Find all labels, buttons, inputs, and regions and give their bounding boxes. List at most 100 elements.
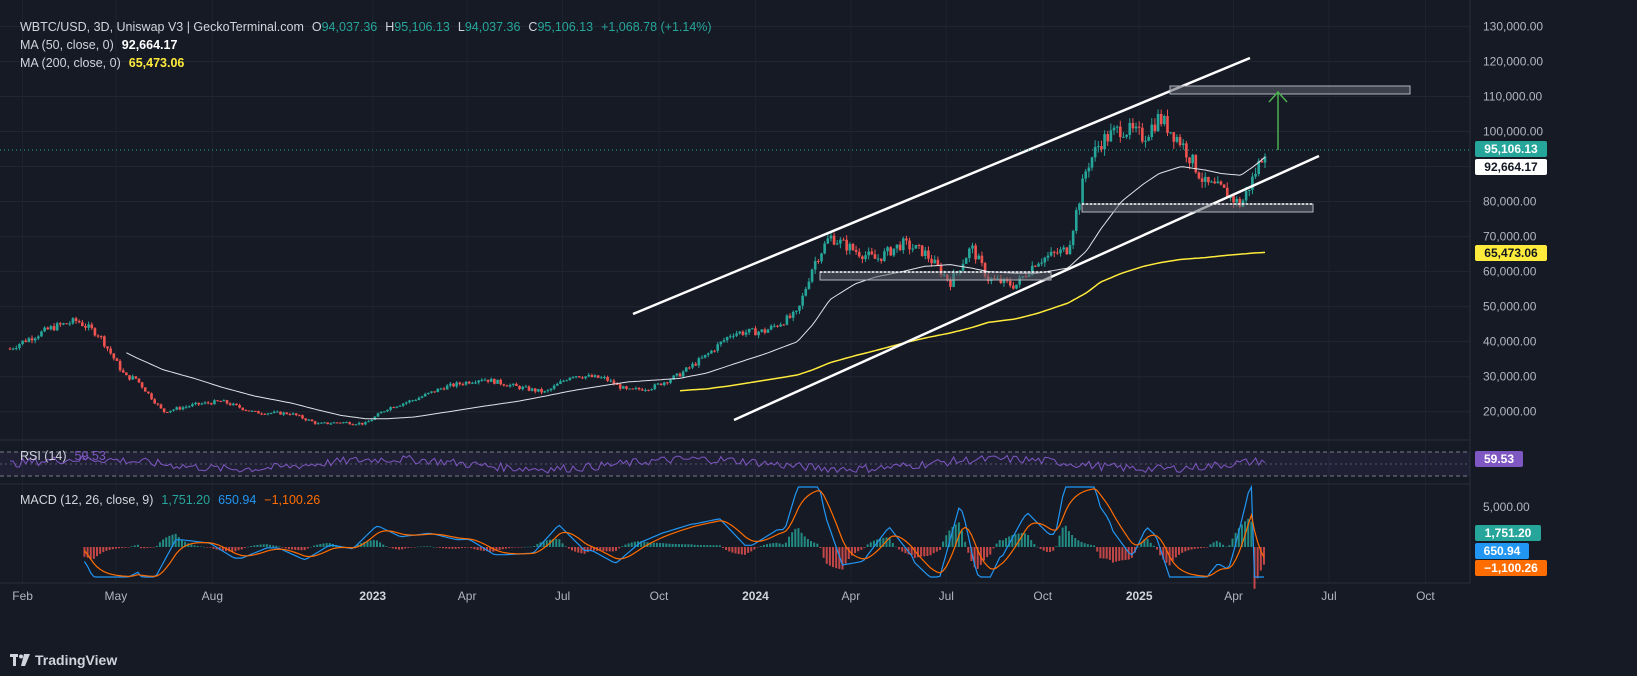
macd-hist-bar — [1250, 521, 1253, 547]
candle-body — [568, 377, 572, 381]
candle-body — [379, 412, 383, 414]
price-axis[interactable]: 130,000.00 120,000.00 110,000.00 100,000.00… — [1483, 19, 1543, 418]
candle-body — [644, 389, 647, 391]
candle-body — [480, 379, 484, 381]
rsi-value: 59.53 — [74, 449, 106, 463]
price-tick-label: 120,000.00 — [1483, 54, 1543, 68]
time-axis[interactable]: Feb May Aug 2023 Apr Jul Oct 2024 Apr Jul Oct 2025 A… — [12, 589, 1435, 603]
macd-hist-value: 1,751.20 — [161, 493, 211, 507]
macd-hist-bar — [983, 547, 986, 561]
target-zone-box[interactable] — [1169, 85, 1411, 95]
macd-hist-bar — [388, 547, 391, 548]
macd-hist-bar — [753, 547, 756, 550]
candle-body — [1046, 255, 1050, 258]
macd-hist-bar — [665, 543, 668, 547]
macd-hist-bar — [926, 547, 929, 556]
macd-legend[interactable]: MACD (12, 26, close, 9) 1,751.20 650.94 −1,… — [20, 493, 320, 507]
macd-hist-bar — [618, 547, 621, 549]
candle-body — [493, 378, 496, 384]
candle-body — [348, 422, 351, 425]
macd-hist-bar — [322, 543, 325, 547]
chart-area[interactable]: 130,000.00 120,000.00 110,000.00 100,000.00… — [0, 0, 1637, 640]
macd-hist-bar — [989, 547, 992, 555]
channel-drawings[interactable] — [632, 56, 1411, 422]
candle-body — [1112, 127, 1116, 131]
candle-body — [807, 281, 811, 289]
candle-body — [964, 258, 968, 264]
candle-body — [1216, 181, 1220, 184]
macd-hist-bar — [451, 547, 454, 549]
candle-body — [606, 376, 609, 381]
candle-body — [310, 419, 314, 422]
macd-hist-bar — [1178, 547, 1181, 555]
macd-hist-bar — [879, 538, 882, 547]
candle-body — [590, 375, 594, 378]
macd-hist-bar — [599, 547, 602, 552]
macd-hist-bar — [99, 547, 102, 554]
macd-hist-bar — [1137, 546, 1140, 548]
macd-hist-bar — [784, 542, 787, 547]
macd-hist-bar — [1203, 547, 1206, 548]
chart-svg[interactable]: 130,000.00 120,000.00 110,000.00 100,000.00… — [0, 0, 1637, 640]
support-zone-box[interactable] — [1081, 203, 1314, 213]
candle-body — [24, 340, 28, 343]
symbol-label[interactable]: WBTC/USD, 3D, Uniswap V3 | GeckoTerminal… — [20, 20, 304, 34]
macd-hist-bar — [781, 544, 784, 547]
candle-body — [744, 332, 748, 335]
ma50-legend[interactable]: MA (50, close, 0) 92,664.17 — [20, 38, 177, 52]
candle-body — [669, 379, 672, 383]
macd-hist-bar — [555, 538, 558, 547]
macd-hist-bar — [526, 546, 529, 548]
rsi-legend[interactable]: RSI (14) 59.53 — [20, 449, 106, 463]
macd-hist-bar — [366, 541, 369, 547]
macd-hist-bar — [202, 546, 205, 548]
candle-body — [59, 323, 62, 325]
candle-body — [106, 346, 109, 349]
candle-body — [115, 358, 119, 361]
macd-hist-bar — [199, 546, 202, 548]
macd-hist-bar — [725, 547, 728, 550]
candle-body — [795, 310, 798, 312]
candle-body — [1235, 198, 1238, 203]
macd-hist-bar — [1152, 545, 1155, 547]
candle-body — [502, 384, 506, 386]
candle-body — [688, 367, 691, 369]
macd-hist-bar — [127, 547, 130, 548]
macd-hist-bar — [850, 547, 853, 556]
macd-hist-bar — [960, 530, 963, 547]
macd-hist-bar — [297, 547, 300, 551]
candle-body — [609, 380, 613, 382]
candle-body — [515, 383, 518, 386]
candle-body — [672, 375, 675, 380]
candle-body — [1087, 167, 1091, 172]
macd-hist-bar — [530, 546, 533, 548]
candle-body — [914, 245, 918, 249]
candle-body — [530, 388, 534, 391]
change-value: +1,068.78 (+1.14%) — [601, 20, 712, 34]
channel-upper-line[interactable] — [632, 56, 1251, 316]
candle-body — [1134, 126, 1138, 129]
candle-body — [172, 409, 175, 411]
macd-hist-bar — [281, 547, 284, 548]
channel-lower-line[interactable] — [733, 154, 1320, 422]
prior-support-box[interactable] — [819, 271, 1052, 281]
macd-hist-bar — [602, 547, 605, 552]
candle-body — [1071, 230, 1075, 246]
open-label: O — [311, 20, 322, 34]
candle-body — [68, 323, 72, 325]
brand[interactable]: TradingView — [10, 652, 117, 668]
candle-body — [279, 411, 282, 415]
candle-body — [1056, 252, 1059, 254]
candle-body — [1002, 278, 1006, 284]
candle-body — [241, 407, 245, 410]
macd-hist-bar — [309, 546, 312, 548]
macd-hist-bar — [231, 547, 234, 552]
candle-body — [452, 383, 455, 387]
macd-hist-bar — [703, 545, 706, 547]
macd-hist-bar — [265, 544, 268, 547]
candle-body — [650, 389, 653, 391]
macd-hist-bar — [228, 547, 231, 552]
macd-hist-bar — [854, 547, 857, 554]
ma200-legend[interactable]: MA (200, close, 0) 65,473.06 — [20, 56, 184, 70]
candle-body — [1181, 143, 1185, 146]
